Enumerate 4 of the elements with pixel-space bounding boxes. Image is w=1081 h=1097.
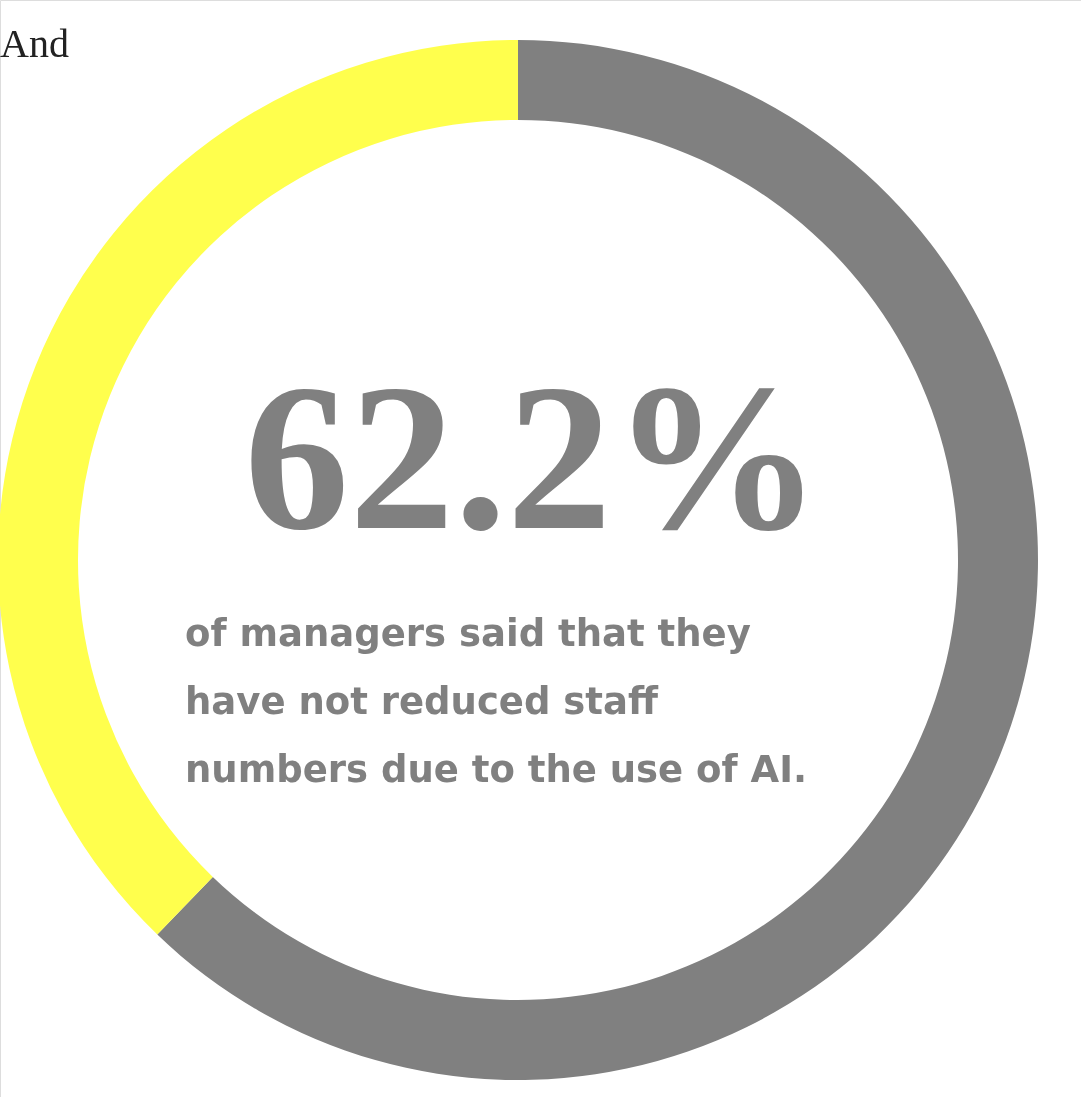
donut-slice — [157, 40, 1038, 1080]
text: of managers said that they have not reduced staff numbers due to the use of AI. — [185, 612, 807, 791]
data-label: 62.2% — [244, 341, 822, 573]
text: And — [0, 21, 69, 66]
